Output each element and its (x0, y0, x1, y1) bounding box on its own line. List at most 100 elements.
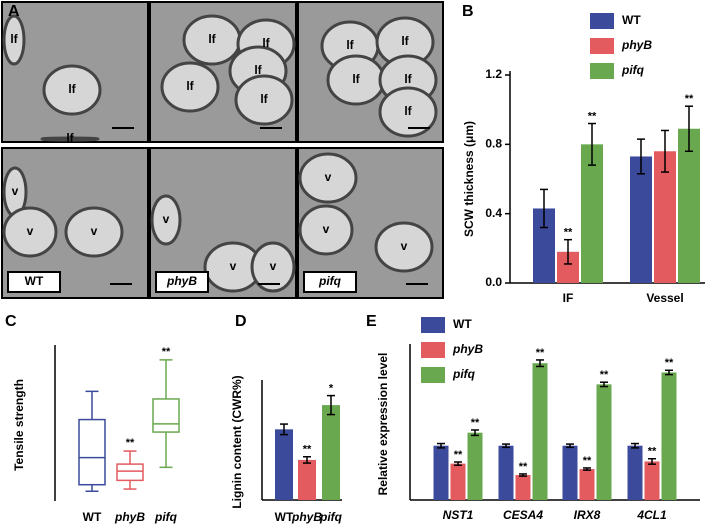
cell-label: v (12, 184, 19, 198)
cell (250, 241, 296, 293)
cell-label: lf (68, 82, 76, 96)
legend-label: phyB (452, 342, 483, 356)
box (78, 418, 106, 486)
legend-swatch (421, 342, 445, 358)
legend-label: WT (453, 317, 472, 331)
genotype-label: phyB (166, 274, 197, 288)
bar (557, 251, 579, 283)
significance: ** (685, 93, 694, 105)
x-tick-label: IF (563, 291, 574, 305)
significance: ** (665, 357, 674, 369)
panel-letter: C (5, 313, 17, 330)
cell-label: lf (404, 72, 412, 86)
cell (64, 206, 124, 258)
y-axis-label: Tensile strength (12, 379, 26, 471)
y-tick-label: 0.4 (485, 206, 502, 220)
cell-label: v (163, 212, 170, 226)
significance: ** (583, 455, 592, 467)
bar (298, 459, 316, 500)
bar (581, 144, 603, 283)
panel-letter: D (235, 313, 247, 330)
significance: ** (126, 437, 135, 449)
bar (644, 461, 660, 500)
legend-swatch (590, 13, 614, 29)
cell-label: v (323, 222, 330, 236)
genotype-box (155, 271, 209, 293)
significance: ** (600, 369, 609, 381)
cell-label: v (270, 259, 277, 273)
x-tick-label: pifq (319, 510, 343, 524)
cell (150, 194, 182, 246)
y-axis-label: SCW thickness (μm) (462, 121, 476, 237)
significance: ** (519, 461, 528, 473)
bar (630, 156, 652, 283)
significance: ** (564, 227, 573, 239)
bar (322, 405, 340, 500)
genotype-label: WT (25, 274, 44, 288)
legend-label: pifq (452, 367, 476, 381)
cell (160, 61, 220, 113)
panel-letter: E (366, 313, 377, 330)
cell-label: lf (346, 38, 354, 52)
cell-label: lf (352, 72, 360, 86)
significance: ** (471, 417, 480, 429)
box (116, 463, 144, 482)
panel-letter: B (462, 3, 474, 20)
x-tick-label: pifq (154, 510, 178, 524)
significance: ** (162, 346, 171, 358)
genotype-box (7, 271, 61, 293)
bar (627, 445, 643, 500)
y-axis-label: Lignin content (CWR%) (230, 375, 244, 508)
x-tick-label: 4CL1 (636, 508, 667, 522)
cell-label: lf (254, 63, 262, 77)
bar (678, 128, 700, 283)
bar (467, 432, 483, 500)
cell (374, 221, 434, 273)
y-tick-label: 0.0 (485, 275, 502, 289)
x-tick-label: WT (275, 510, 294, 524)
cell-label: v (325, 170, 332, 184)
x-tick-label: WT (83, 510, 102, 524)
significance: ** (303, 444, 312, 456)
bar (515, 475, 531, 500)
cell-label: lf (208, 32, 216, 46)
significance: * (329, 383, 334, 395)
cell (298, 204, 354, 256)
bar (579, 469, 595, 500)
cell-label: lf (10, 32, 18, 46)
y-tick-label: 0.8 (485, 137, 502, 151)
x-tick-label: IRX8 (574, 508, 601, 522)
bar (498, 445, 514, 500)
bar (596, 384, 612, 500)
y-axis-label: Relative expression level (376, 353, 390, 496)
cell-label: lf (260, 92, 268, 106)
cell-label: lf (186, 79, 194, 93)
legend-swatch (590, 63, 614, 79)
legend-label: WT (622, 13, 641, 27)
cell (2, 206, 58, 258)
bar (450, 463, 466, 500)
x-tick-label: Vessel (646, 291, 683, 305)
x-tick-label: phyB (114, 510, 145, 524)
bar (275, 429, 293, 500)
cell-label: lf (66, 131, 74, 145)
panel-letter: A (8, 3, 20, 20)
significance: ** (588, 110, 597, 122)
significance: ** (454, 449, 463, 461)
bar (661, 372, 677, 500)
cell-label: v (401, 239, 408, 253)
x-tick-label: phyB (291, 510, 322, 524)
cell (42, 64, 102, 116)
bar (533, 208, 555, 283)
legend-label: pifq (621, 63, 645, 77)
genotype-label: pifq (318, 274, 342, 288)
bar (562, 445, 578, 500)
cell-label: v (27, 224, 34, 238)
x-tick-label: CESA4 (503, 508, 543, 522)
x-tick-label: NST1 (443, 508, 474, 522)
cell-label: v (230, 259, 237, 273)
genotype-box (303, 271, 357, 293)
legend-swatch (590, 38, 614, 54)
cell-label: v (91, 224, 98, 238)
cell (298, 152, 358, 204)
